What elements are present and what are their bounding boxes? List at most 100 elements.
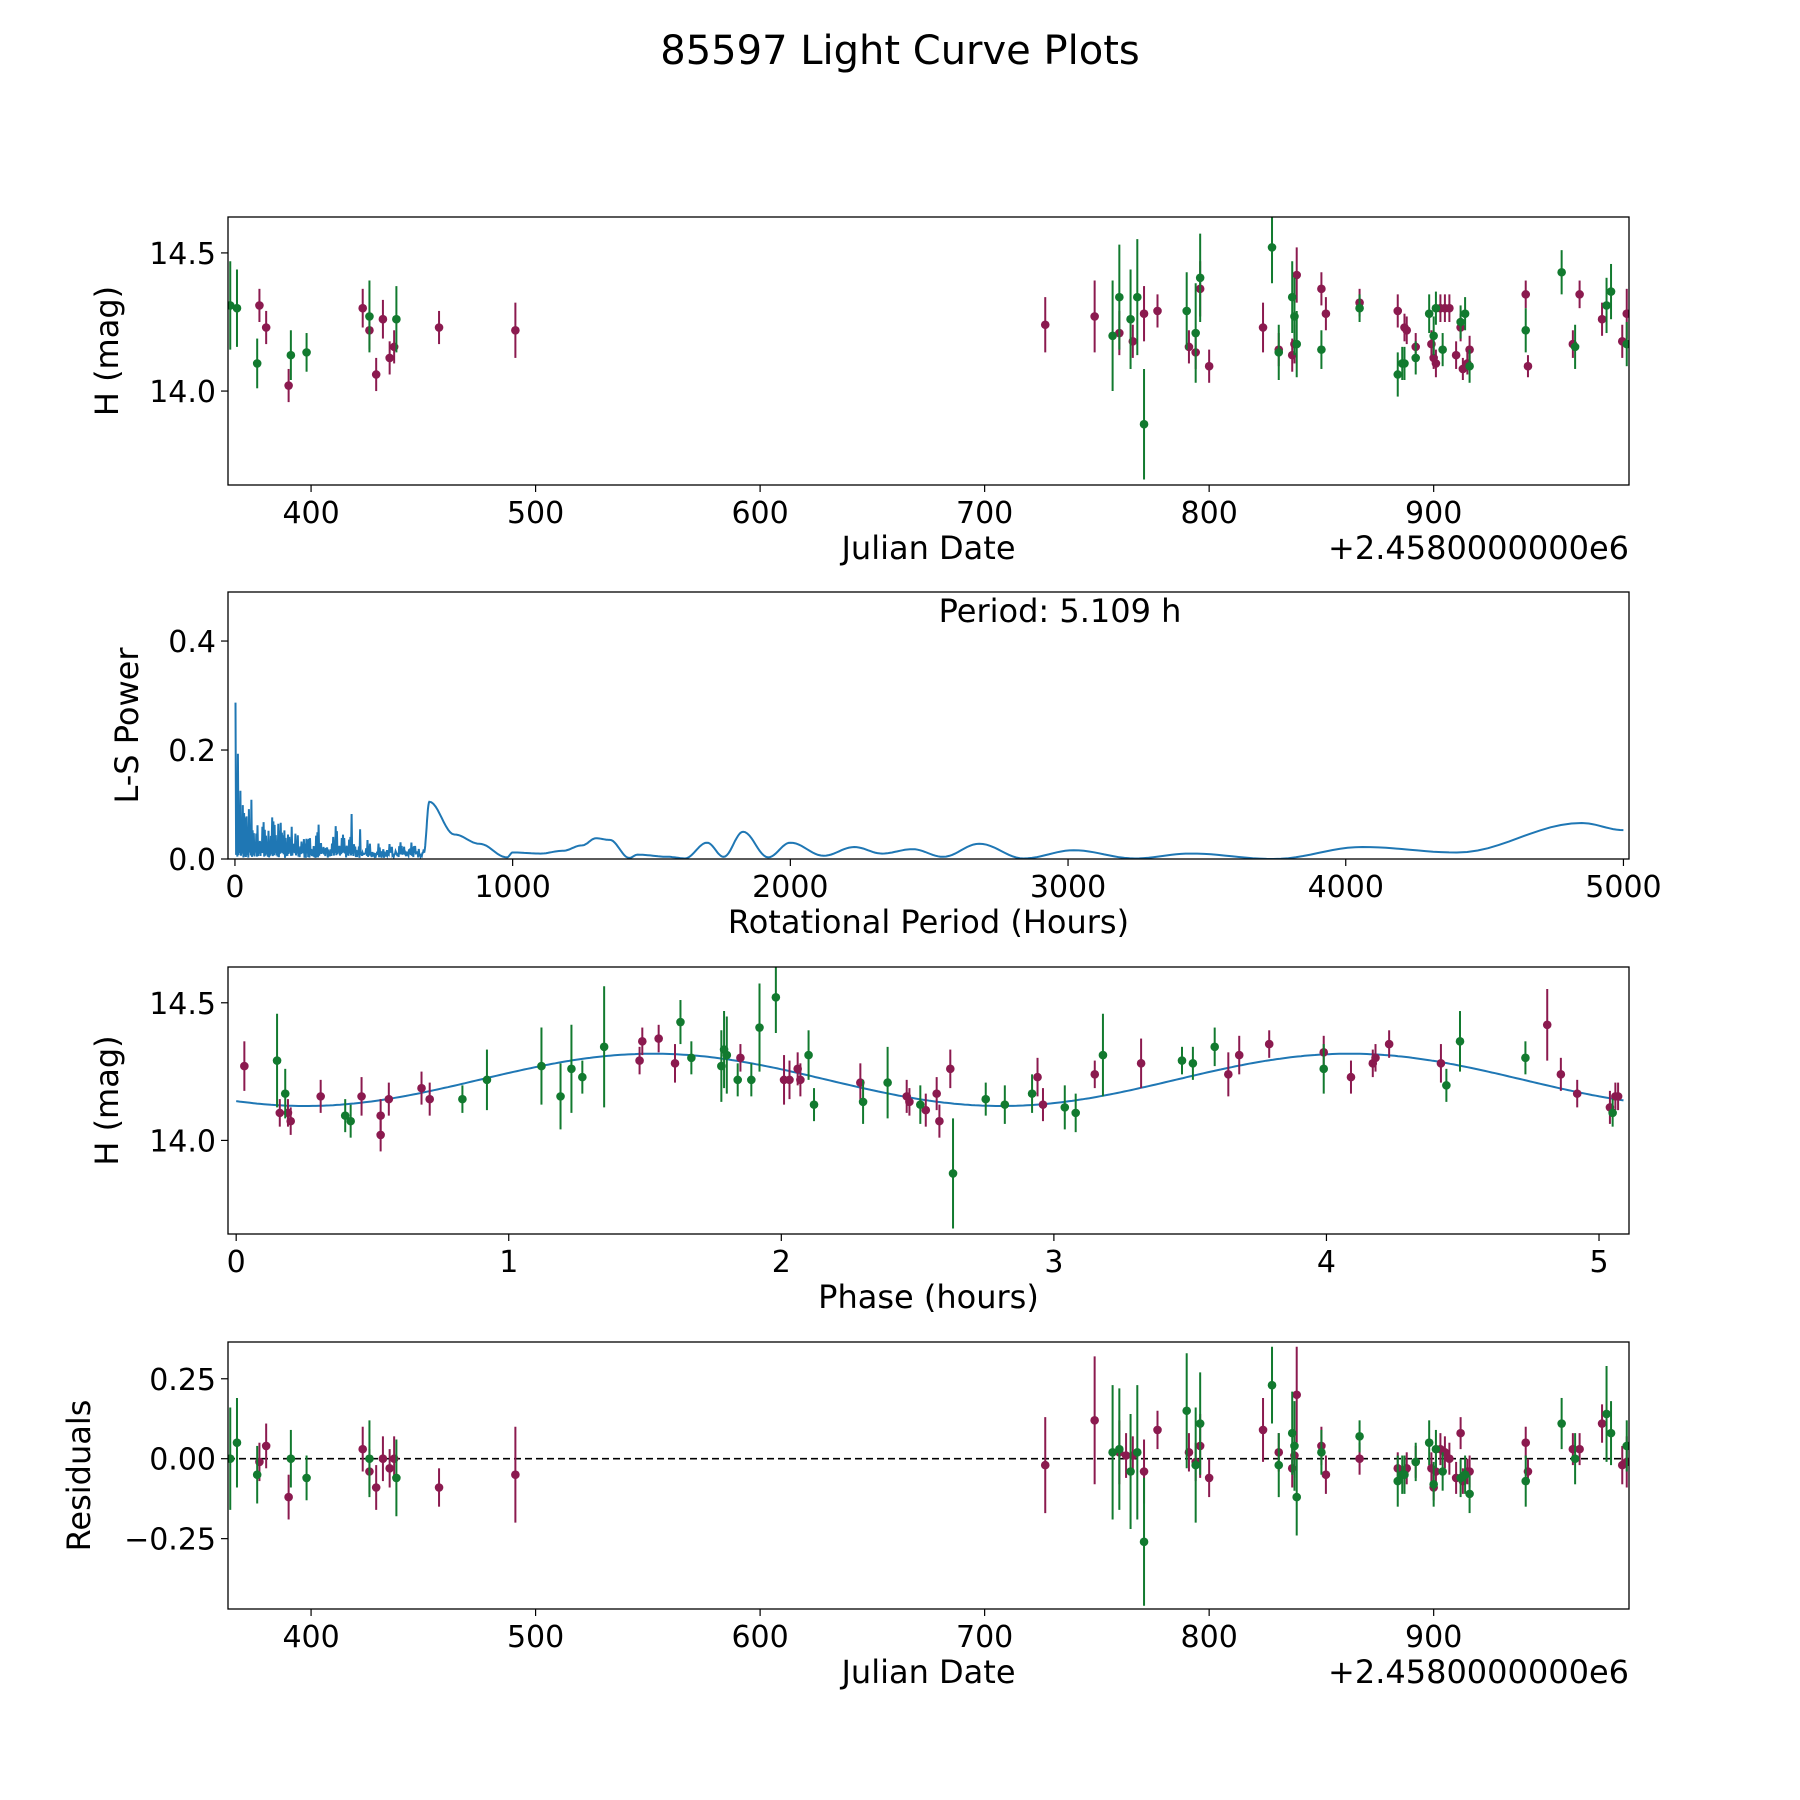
plot-area: [236, 967, 1624, 1229]
data-point: [261, 323, 271, 332]
data-point: [275, 1108, 285, 1118]
data-point: [916, 1100, 925, 1109]
data-point: [1411, 353, 1421, 363]
data-point: [1575, 1444, 1584, 1454]
data-point: [232, 1438, 242, 1448]
data-point: [280, 1089, 290, 1098]
data-point: [1191, 1460, 1200, 1470]
data-point: [511, 325, 520, 335]
x-tick-label: 5: [1589, 1245, 1608, 1280]
panel-phased: 0 1 2 3 4 5 14.0 14.5 Phase (hours) H (mag): [88, 966, 1630, 1316]
data-point: [1393, 306, 1403, 316]
data-point: [1204, 1473, 1214, 1483]
data-point: [755, 1023, 764, 1032]
panel-periodogram: 0 1000 2000 3000 4000 5000 0.0 0.2 0.4 Rotational…: [108, 591, 1662, 941]
data-point: [1465, 361, 1474, 371]
data-point: [284, 1492, 293, 1502]
data-point: [1264, 1039, 1274, 1049]
x-tick-label: 0: [225, 870, 244, 905]
plot-area: [228, 1346, 1629, 1606]
y-axis-label: H (mag): [88, 1035, 126, 1165]
data-point: [946, 1064, 955, 1074]
data-point: [1521, 1438, 1531, 1448]
data-point: [1177, 1056, 1187, 1065]
data-point: [537, 1061, 546, 1071]
data-point: [365, 312, 374, 321]
data-point: [1121, 1451, 1131, 1460]
data-point: [736, 1053, 745, 1063]
plot-area: [228, 217, 1629, 480]
data-point: [1445, 1454, 1454, 1464]
x-axis-label: Julian Date: [839, 529, 1015, 567]
data-point: [687, 1053, 696, 1063]
data-point: [1204, 361, 1214, 371]
data-point: [921, 1105, 931, 1115]
data-point: [1572, 1089, 1582, 1098]
data-point: [1557, 1419, 1566, 1428]
x-tick-label: 500: [507, 1620, 564, 1655]
data-point: [1602, 1409, 1611, 1419]
data-point: [796, 1075, 805, 1085]
data-point: [316, 1092, 325, 1101]
data-point: [240, 1061, 249, 1071]
data-point: [1090, 1070, 1100, 1079]
data-point: [638, 1037, 647, 1046]
periodogram-curve: [234, 702, 1624, 859]
data-point: [1429, 1479, 1438, 1489]
data-point: [425, 1094, 435, 1104]
data-point: [1290, 1441, 1299, 1451]
data-point: [384, 1094, 394, 1104]
data-point: [1575, 290, 1584, 299]
data-point: [1040, 1460, 1050, 1470]
x-tick-label: 400: [282, 496, 339, 531]
data-point: [1139, 309, 1149, 319]
data-point: [1355, 303, 1364, 313]
data-point: [1346, 1072, 1356, 1082]
data-point: [1038, 1100, 1048, 1109]
data-point: [1451, 350, 1461, 360]
data-point: [1000, 1100, 1010, 1109]
data-point: [1182, 1406, 1191, 1416]
data-point: [255, 301, 264, 310]
data-point: [1153, 1425, 1162, 1435]
data-point: [1136, 1059, 1146, 1068]
data-point: [1622, 309, 1629, 318]
data-point: [747, 1075, 756, 1085]
data-point: [1602, 301, 1611, 310]
data-point: [1224, 1070, 1233, 1079]
data-point: [981, 1094, 991, 1104]
data-point: [1133, 292, 1142, 302]
data-point: [1126, 314, 1135, 324]
x-tick-label: 600: [731, 1620, 788, 1655]
data-point: [1438, 345, 1447, 354]
data-point: [722, 1050, 732, 1060]
data-point: [670, 1059, 680, 1068]
data-point: [1274, 348, 1284, 357]
data-point: [1411, 1457, 1421, 1467]
data-point: [1321, 1470, 1331, 1480]
data-point: [1060, 1103, 1070, 1112]
panel-lightcurve: 400 500 600 700 800 900 14.0 14.5 Julian Date H (…: [88, 216, 1630, 567]
data-point: [1431, 1444, 1441, 1454]
x-tick-label: 600: [731, 496, 788, 531]
data-point: [286, 1116, 295, 1126]
data-point: [1400, 359, 1409, 368]
data-point: [1438, 1467, 1447, 1476]
data-point: [1317, 284, 1326, 294]
data-point: [482, 1075, 492, 1085]
data-point: [228, 1454, 235, 1464]
data-point: [1521, 290, 1531, 299]
data-point: [371, 370, 381, 379]
data-point: [378, 1454, 388, 1464]
x-tick-label: 4000: [1308, 870, 1384, 905]
data-point: [1570, 1454, 1580, 1464]
y-axis-label: L-S Power: [108, 647, 146, 804]
data-point: [1570, 342, 1580, 352]
figure-title: 85597 Light Curve Plots: [660, 28, 1139, 74]
x-tick-label: 800: [1181, 496, 1238, 531]
data-point: [1027, 1089, 1037, 1098]
data-point: [284, 381, 293, 390]
x-tick-label: 700: [956, 496, 1013, 531]
data-point: [1393, 370, 1403, 379]
data-point: [1234, 1050, 1244, 1060]
